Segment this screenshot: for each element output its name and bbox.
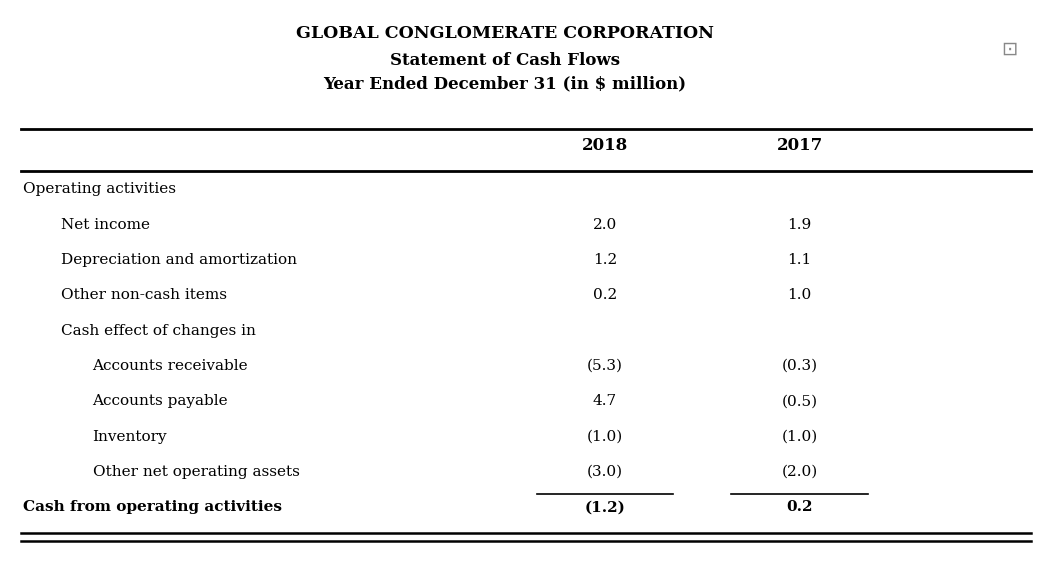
Text: (1.0): (1.0) (782, 430, 817, 444)
Text: 2.0: 2.0 (592, 218, 618, 232)
Text: (5.3): (5.3) (587, 359, 623, 373)
Text: Other net operating assets: Other net operating assets (93, 465, 300, 479)
Text: ⊡: ⊡ (1002, 39, 1018, 58)
Text: (3.0): (3.0) (587, 465, 623, 479)
Text: 0.2: 0.2 (592, 288, 618, 302)
Text: 1.0: 1.0 (787, 288, 812, 302)
Text: 2018: 2018 (582, 137, 628, 154)
Text: (0.5): (0.5) (782, 394, 817, 408)
Text: Statement of Cash Flows: Statement of Cash Flows (390, 52, 620, 68)
Text: Other non-cash items: Other non-cash items (61, 288, 227, 302)
Text: (2.0): (2.0) (782, 465, 817, 479)
Text: Accounts receivable: Accounts receivable (93, 359, 248, 373)
Text: 1.1: 1.1 (787, 253, 812, 267)
Text: GLOBAL CONGLOMERATE CORPORATION: GLOBAL CONGLOMERATE CORPORATION (296, 25, 714, 42)
Text: Inventory: Inventory (93, 430, 167, 444)
Text: Year Ended December 31 (in $ million): Year Ended December 31 (in $ million) (323, 76, 687, 93)
Text: 2017: 2017 (776, 137, 823, 154)
Text: 1.2: 1.2 (592, 253, 618, 267)
Text: (0.3): (0.3) (782, 359, 817, 373)
Text: Operating activities: Operating activities (23, 182, 176, 196)
Text: Accounts payable: Accounts payable (93, 394, 228, 408)
Text: 0.2: 0.2 (786, 500, 813, 514)
Text: (1.2): (1.2) (585, 500, 625, 514)
Text: Cash from operating activities: Cash from operating activities (23, 500, 282, 514)
Text: Cash effect of changes in: Cash effect of changes in (61, 324, 256, 338)
Text: 1.9: 1.9 (787, 218, 812, 232)
Text: Depreciation and amortization: Depreciation and amortization (61, 253, 297, 267)
Text: (1.0): (1.0) (587, 430, 623, 444)
Text: 4.7: 4.7 (593, 394, 616, 408)
Text: Net income: Net income (61, 218, 150, 232)
